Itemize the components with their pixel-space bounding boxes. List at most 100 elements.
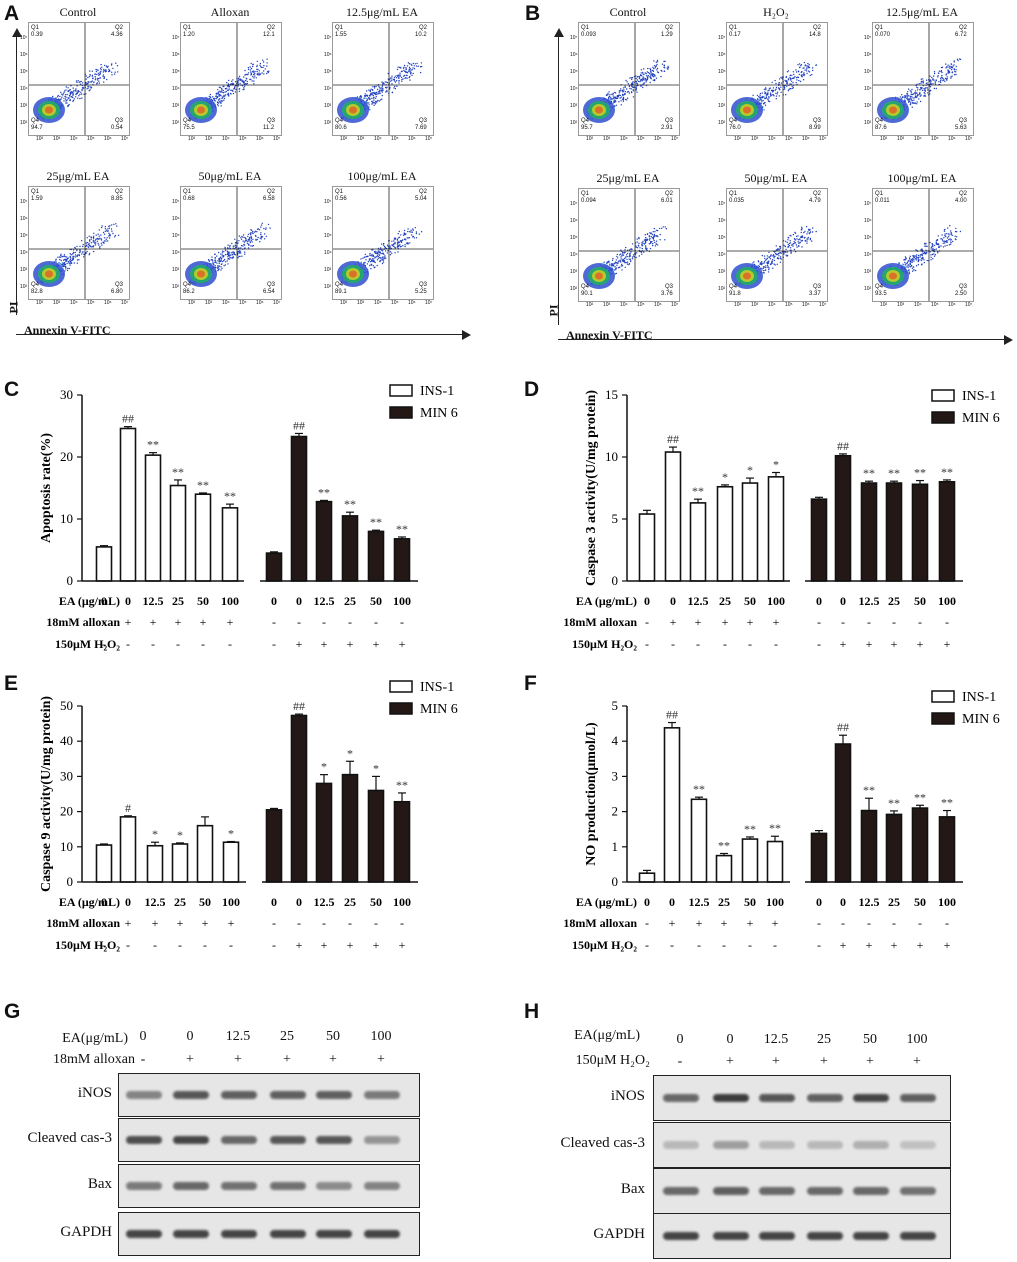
x-tick-label: 12.5 xyxy=(145,895,166,909)
bar xyxy=(146,844,164,883)
quadrant-q1-label: Q1 xyxy=(31,25,40,31)
y-tick-label: 40 xyxy=(60,733,73,748)
quadrant-q4-value: 94.7 xyxy=(31,125,43,131)
quadrant-q1-label: Q1 xyxy=(729,191,738,197)
flow-x-tick: 10² xyxy=(188,136,196,142)
row3-value: - xyxy=(773,938,777,952)
significance-marker: ** xyxy=(863,466,875,480)
row3-value: + xyxy=(840,938,847,952)
x-tick-label: 12.5 xyxy=(859,594,880,608)
flow-y-tick: 10⁵ xyxy=(20,233,28,239)
y-tick-label: 2 xyxy=(612,804,619,819)
quadrant-q4-label: Q4 xyxy=(335,282,344,288)
flow-y-tick: 10² xyxy=(570,286,578,292)
wb-band xyxy=(126,1091,162,1099)
quadrant-q2-label: Q2 xyxy=(115,189,124,195)
x-tick-label: 100 xyxy=(393,895,411,909)
row2-value: + xyxy=(696,916,703,930)
row2-value: + xyxy=(125,916,132,930)
quadrant-q2-label: Q2 xyxy=(959,191,968,197)
bar xyxy=(715,854,733,883)
wb-header-treatment-value: - xyxy=(140,1052,146,1067)
row3-label: 150μM H₂O₂ xyxy=(55,637,120,651)
quadrant-q2-label: Q2 xyxy=(267,189,276,195)
row2-value: - xyxy=(892,615,896,629)
row3-value: + xyxy=(917,938,924,952)
bar xyxy=(664,451,682,582)
flow-x-tick: 10⁴ xyxy=(620,136,628,142)
flow-y-tick: 10⁷ xyxy=(718,35,726,41)
panel-a-x-arrow xyxy=(462,330,471,340)
quadrant-q1-value: 0.011 xyxy=(875,198,890,204)
wb-band xyxy=(221,1182,257,1190)
y-tick-label: 0 xyxy=(67,874,74,889)
significance-marker: ## xyxy=(667,432,679,446)
significance-marker: * xyxy=(747,463,753,477)
row2-value: - xyxy=(297,916,301,930)
flow-y-tick: 10⁴ xyxy=(20,86,28,92)
row2-value: + xyxy=(773,615,780,629)
row3-value: - xyxy=(748,637,752,651)
flow-x-tick: 10⁵ xyxy=(239,300,247,306)
x-tick-label: 25 xyxy=(718,895,730,909)
row3-value: + xyxy=(373,938,380,952)
quadrant-q4-label: Q4 xyxy=(31,118,40,124)
flow-y-tick: 10⁵ xyxy=(324,69,332,75)
wb-row-label: iNOS xyxy=(610,1088,645,1104)
bar xyxy=(341,515,359,582)
flow-x-tick: 10⁷ xyxy=(819,136,827,142)
quadrant-q2-value: 6.72 xyxy=(955,32,967,38)
quadrant-q4-label: Q4 xyxy=(183,282,192,288)
flow-y-tick: 10⁴ xyxy=(172,250,180,256)
wb-membrane xyxy=(653,1122,951,1168)
row2-value: + xyxy=(150,615,157,629)
significance-marker: * xyxy=(373,761,379,775)
flow-y-tick: 10⁷ xyxy=(324,199,332,205)
flow-y-tick: 10⁵ xyxy=(718,69,726,75)
legend-label-ins1: INS-1 xyxy=(962,389,996,404)
quadrant-q4-label: Q4 xyxy=(183,118,192,124)
panel-a-y-arrow xyxy=(12,28,22,37)
significance-marker: ## xyxy=(293,699,305,713)
wb-band xyxy=(364,1230,400,1238)
flow-y-tick: 10⁶ xyxy=(570,52,578,58)
flow-x-tick: 10² xyxy=(880,136,888,142)
bar xyxy=(393,538,411,582)
flow-y-tick: 10³ xyxy=(570,103,578,109)
bar xyxy=(367,530,385,582)
row3-value: - xyxy=(228,637,232,651)
row3-value: - xyxy=(126,637,130,651)
x-tick-label: 0 xyxy=(271,895,277,909)
wb-g-ea-label: EA(μg/mL) xyxy=(62,1031,128,1046)
significance-marker: ** xyxy=(888,796,900,810)
wb-header-ea-value: 0 xyxy=(676,1032,684,1047)
row2-value: + xyxy=(721,916,728,930)
flow-x-tick: 10³ xyxy=(53,300,61,306)
flow-x-tick: 10⁷ xyxy=(671,302,679,308)
bar xyxy=(95,844,113,883)
quadrant-q3-value: 5.25 xyxy=(415,289,427,295)
panel-label-e: E xyxy=(4,672,19,695)
bar xyxy=(860,809,878,883)
bar xyxy=(885,482,903,582)
flow-x-tick: 10⁶ xyxy=(408,300,416,306)
significance-marker: ** xyxy=(172,465,184,479)
flow-plot-title: 25μg/mL EA xyxy=(46,169,110,183)
flow-plot: Q1 0.035 Q2 4.79 Q3 3.37 Q4 91.8 xyxy=(726,188,828,302)
quadrant-q3-label: Q3 xyxy=(267,282,276,288)
quadrant-q2-value: 1.29 xyxy=(661,32,673,38)
flow-plot-title: 100μg/mL EA xyxy=(887,171,957,185)
flow-y-tick: 10² xyxy=(570,120,578,126)
row3-value: - xyxy=(151,637,155,651)
flow-y-tick: 10⁶ xyxy=(20,52,28,58)
row2-value: - xyxy=(945,615,949,629)
panel-b-x-axis xyxy=(558,339,1006,340)
significance-marker: ** xyxy=(318,485,330,499)
x-tick-label: 100 xyxy=(221,594,239,608)
x-tick-label: 100 xyxy=(767,594,785,608)
panel-b-y-axis xyxy=(558,35,559,325)
panel-label-g: G xyxy=(4,1000,21,1023)
x-tick-label: 0 xyxy=(271,594,277,608)
wb-band xyxy=(807,1187,843,1195)
bar xyxy=(144,454,162,582)
